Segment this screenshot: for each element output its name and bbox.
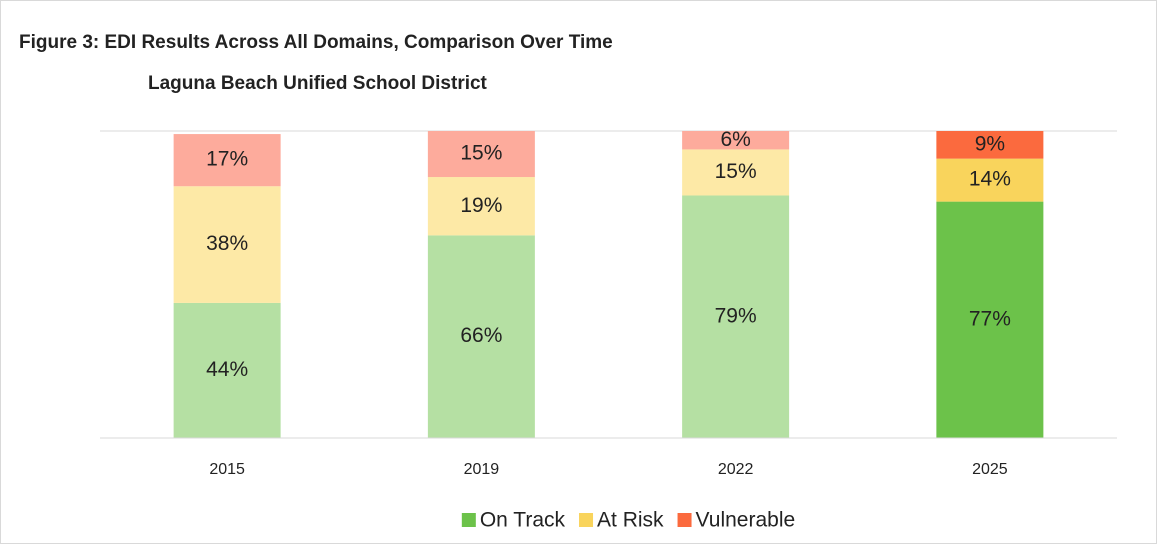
legend-swatch [461, 513, 476, 527]
bar-segment [173, 302, 281, 438]
bar-segment [427, 131, 535, 178]
data-label: 15% [715, 160, 757, 183]
x-tick-label: 2025 [972, 461, 1008, 478]
bar-segment [682, 131, 790, 150]
chart-title: Figure 3: EDI Results Across All Domains… [19, 32, 613, 53]
data-label: 44% [206, 358, 248, 381]
legend-swatch [677, 513, 692, 527]
legend-swatch [579, 513, 594, 527]
data-label: 9% [975, 132, 1005, 155]
x-tick-label: 2019 [464, 461, 500, 478]
data-label: 15% [460, 142, 502, 165]
bar-segment [682, 149, 790, 196]
bar-segment [427, 177, 535, 236]
data-label: 79% [715, 304, 757, 327]
bar-segment [173, 186, 281, 303]
data-label: 6% [720, 128, 750, 151]
legend: On Track At Risk Vulnerable [461, 509, 796, 532]
legend-label: Vulnerable [696, 509, 796, 532]
data-label: 14% [969, 168, 1011, 191]
legend-label: At Risk [597, 509, 664, 532]
bar-segment [936, 131, 1044, 159]
data-label: 19% [460, 194, 502, 217]
bar-segment [936, 158, 1044, 202]
legend-label: On Track [480, 509, 566, 532]
chart-subtitle: Laguna Beach Unified School District [148, 73, 488, 94]
data-label: 38% [206, 232, 248, 255]
bar-segment [936, 201, 1044, 438]
x-tick-label: 2015 [209, 461, 245, 478]
data-label: 77% [969, 307, 1011, 330]
bar-segment [173, 134, 281, 187]
data-label: 66% [460, 324, 502, 347]
x-tick-label: 2022 [718, 461, 754, 478]
bar-segment [427, 235, 535, 438]
data-label: 17% [206, 148, 248, 171]
bar-segment [682, 195, 790, 438]
